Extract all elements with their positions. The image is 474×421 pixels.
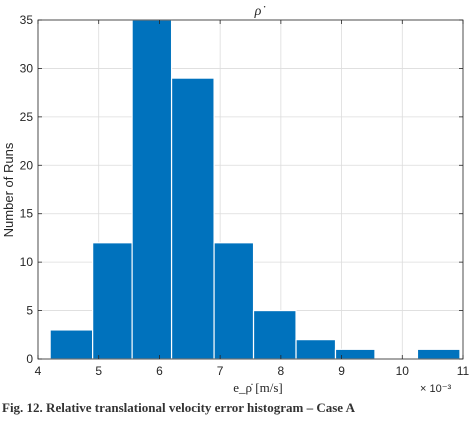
y-tick-label: 0 bbox=[26, 352, 33, 366]
histogram-chart: 0 5 10 15 20 25 30 35 4 5 6 7 8 9 10 11 ρ̇ Number of R… bbox=[1, 4, 470, 395]
x-tick-label: 9 bbox=[338, 364, 345, 378]
x-tick-label: 6 bbox=[156, 364, 163, 378]
histogram-bar bbox=[416, 348, 461, 360]
y-tick-label: 20 bbox=[20, 158, 34, 172]
y-tick-labels: 0 5 10 15 20 25 30 35 bbox=[20, 13, 34, 366]
y-tick-label: 5 bbox=[26, 304, 33, 318]
histogram-bar bbox=[170, 77, 215, 360]
x-tick-label: 7 bbox=[217, 364, 224, 378]
histogram-bar bbox=[92, 242, 133, 360]
figure-caption: Fig. 12. Relative translational velocity… bbox=[2, 400, 355, 415]
axis-ticks bbox=[37, 19, 464, 360]
x-tick-label: 10 bbox=[396, 364, 410, 378]
y-tick-label: 35 bbox=[20, 13, 34, 27]
x-tick-labels: 4 5 6 7 8 9 10 11 bbox=[35, 364, 470, 378]
y-tick-label: 25 bbox=[20, 110, 34, 124]
x-tick-label: 4 bbox=[35, 364, 42, 378]
histogram-bar bbox=[49, 329, 94, 360]
x-tick-label: 11 bbox=[457, 364, 470, 378]
y-axis-label: Number of Runs bbox=[1, 142, 16, 237]
x-axis-exponent: × 10⁻³ bbox=[420, 383, 452, 395]
x-axis-label: e_ρ̇ [m/s] bbox=[233, 380, 282, 395]
y-tick-label: 10 bbox=[20, 255, 34, 269]
y-tick-label: 15 bbox=[20, 207, 34, 221]
chart-title: ρ̇ bbox=[254, 4, 266, 19]
y-tick-label: 30 bbox=[20, 61, 34, 75]
histogram-bar bbox=[295, 339, 337, 360]
x-tick-label: 5 bbox=[95, 364, 102, 378]
histogram-bar bbox=[252, 309, 297, 360]
axes-box bbox=[37, 19, 464, 360]
histogram-bars bbox=[49, 19, 461, 360]
histogram-bar bbox=[131, 19, 173, 360]
x-tick-label: 8 bbox=[278, 364, 285, 378]
histogram-bar bbox=[213, 242, 255, 360]
